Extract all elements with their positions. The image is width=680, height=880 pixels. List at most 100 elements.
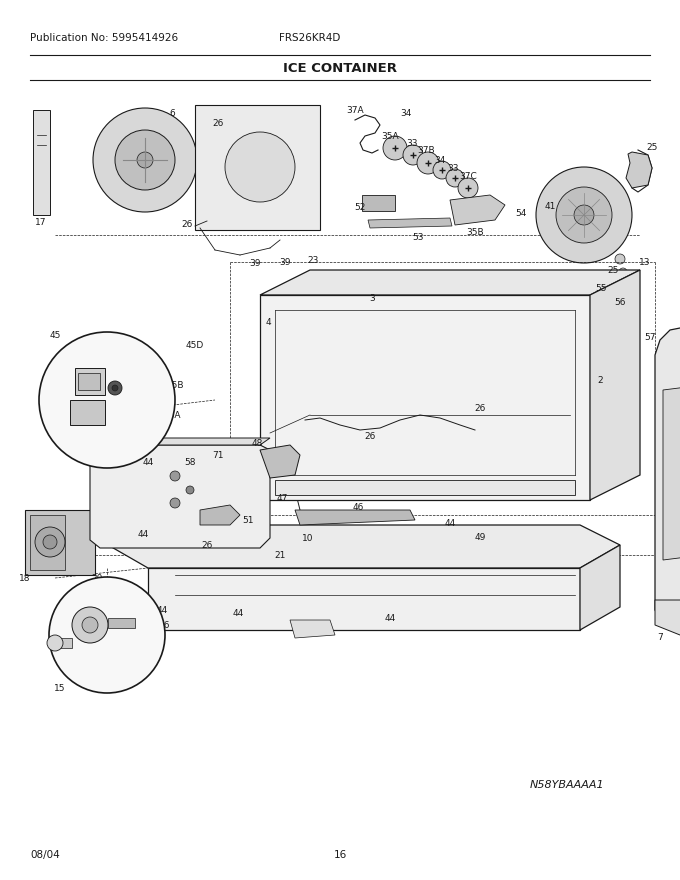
- Polygon shape: [450, 195, 505, 225]
- Polygon shape: [108, 525, 620, 568]
- Text: FRS26KR4D: FRS26KR4D: [279, 33, 341, 43]
- Circle shape: [115, 130, 175, 190]
- Text: 45: 45: [50, 331, 61, 340]
- Polygon shape: [663, 385, 680, 560]
- Text: 17: 17: [35, 217, 47, 226]
- Text: 35B: 35B: [466, 228, 483, 237]
- Circle shape: [47, 635, 63, 651]
- Text: 44: 44: [156, 605, 168, 614]
- Circle shape: [49, 577, 165, 693]
- Circle shape: [114, 480, 122, 488]
- Circle shape: [574, 205, 594, 225]
- Text: 45A: 45A: [163, 410, 181, 420]
- Polygon shape: [626, 152, 652, 188]
- Text: 20: 20: [91, 574, 103, 583]
- Circle shape: [137, 152, 153, 168]
- Circle shape: [114, 492, 122, 500]
- Text: 47: 47: [276, 494, 288, 502]
- Text: 52: 52: [354, 202, 366, 211]
- Text: 50: 50: [49, 423, 61, 432]
- Polygon shape: [260, 270, 640, 295]
- Circle shape: [139, 456, 147, 464]
- Polygon shape: [590, 270, 640, 500]
- Text: 34: 34: [435, 156, 445, 165]
- Polygon shape: [58, 638, 72, 648]
- Circle shape: [383, 136, 407, 160]
- Circle shape: [114, 468, 122, 476]
- Circle shape: [35, 527, 65, 557]
- Text: 37C: 37C: [459, 172, 477, 180]
- Text: 51: 51: [242, 516, 254, 524]
- Circle shape: [170, 498, 180, 508]
- Circle shape: [186, 486, 194, 494]
- Polygon shape: [100, 445, 215, 545]
- Circle shape: [139, 504, 147, 512]
- Circle shape: [114, 528, 122, 536]
- Polygon shape: [33, 110, 50, 215]
- Circle shape: [139, 480, 147, 488]
- Text: 35A: 35A: [381, 131, 398, 141]
- Text: N58YBAAAA1: N58YBAAAA1: [530, 780, 605, 790]
- Polygon shape: [260, 445, 300, 478]
- Polygon shape: [200, 505, 240, 525]
- Text: 37B: 37B: [418, 145, 435, 155]
- Polygon shape: [260, 295, 590, 500]
- Text: 4: 4: [265, 318, 271, 326]
- Text: 53: 53: [412, 232, 424, 241]
- Polygon shape: [90, 445, 270, 548]
- Text: 45D: 45D: [186, 341, 204, 349]
- Text: 26: 26: [364, 431, 375, 441]
- Circle shape: [39, 332, 175, 468]
- Text: 44: 44: [152, 634, 164, 642]
- Polygon shape: [295, 510, 415, 525]
- Text: 2: 2: [597, 376, 602, 385]
- Circle shape: [93, 108, 197, 212]
- Text: 6: 6: [169, 108, 175, 118]
- Circle shape: [114, 516, 122, 524]
- Polygon shape: [100, 438, 270, 445]
- Circle shape: [458, 178, 478, 198]
- Circle shape: [164, 492, 172, 500]
- Text: 48: 48: [252, 438, 262, 448]
- Text: 08/04: 08/04: [30, 850, 60, 860]
- Polygon shape: [25, 510, 95, 575]
- Text: 41: 41: [544, 202, 556, 210]
- Text: 71: 71: [212, 451, 224, 459]
- Circle shape: [164, 528, 172, 536]
- Circle shape: [619, 268, 627, 276]
- Polygon shape: [362, 195, 395, 211]
- Text: 57: 57: [644, 333, 656, 341]
- Polygon shape: [368, 218, 452, 228]
- Text: 56: 56: [614, 297, 626, 306]
- Text: 49: 49: [475, 532, 486, 541]
- Text: 44: 44: [142, 458, 154, 466]
- Text: 26: 26: [475, 404, 486, 413]
- Polygon shape: [195, 105, 320, 230]
- Text: 39: 39: [279, 258, 291, 267]
- Circle shape: [164, 456, 172, 464]
- Text: 54: 54: [515, 209, 527, 217]
- Text: 26: 26: [182, 219, 192, 229]
- Circle shape: [433, 161, 451, 179]
- Circle shape: [112, 385, 118, 391]
- Text: 58: 58: [184, 458, 196, 466]
- Circle shape: [139, 492, 147, 500]
- Circle shape: [403, 145, 423, 165]
- Text: 34: 34: [401, 108, 411, 118]
- Circle shape: [72, 607, 108, 643]
- Polygon shape: [70, 400, 105, 425]
- Circle shape: [556, 187, 612, 243]
- Text: 44: 44: [137, 530, 149, 539]
- Text: 46: 46: [352, 502, 364, 511]
- Text: 45B: 45B: [166, 380, 184, 390]
- Text: 26: 26: [212, 119, 224, 128]
- Text: 16: 16: [159, 620, 171, 629]
- Polygon shape: [655, 600, 680, 635]
- Text: 7: 7: [657, 633, 663, 642]
- Polygon shape: [30, 515, 65, 570]
- Text: 37A: 37A: [346, 106, 364, 114]
- Text: 16: 16: [333, 850, 347, 860]
- Circle shape: [164, 468, 172, 476]
- Circle shape: [82, 617, 98, 633]
- Polygon shape: [290, 620, 335, 638]
